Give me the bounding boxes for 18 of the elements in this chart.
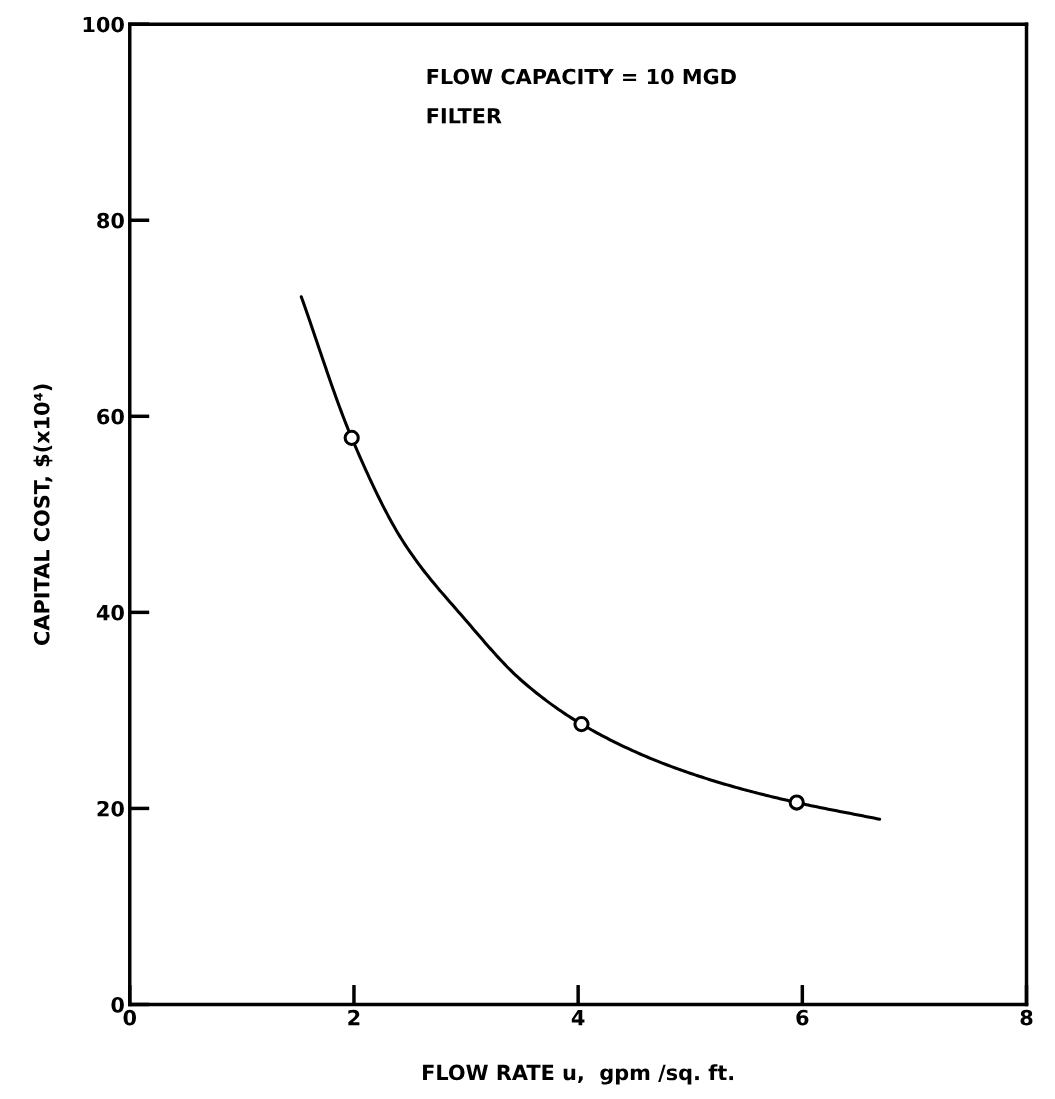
x-tick-label: 2 [348,1009,360,1026]
x-tick-label: 8 [1020,1009,1033,1026]
point [573,716,590,733]
x-tick-label: 0 [123,1009,137,1026]
point [788,794,805,811]
y-tick-label: 20 [97,800,124,817]
x-tick-label: 4 [571,1009,585,1026]
y-tick-label: 60 [97,408,124,425]
annotation: FILTER [427,108,502,124]
annotation: FLOW CAPACITY = 10 MGD [427,68,736,85]
point [343,429,360,446]
y-tick-label: 100 [83,16,124,33]
y-tick-label: 0 [111,996,124,1013]
x-axis-title: FLOW RATE u, gpm /sq. ft. [423,1064,734,1085]
y-tick-label: 80 [97,212,124,229]
x-tick-label: 6 [796,1009,809,1026]
y-tick-label: 40 [96,604,124,621]
y-axis-title: CAPITAL COST, $(x10⁴) [33,384,53,645]
